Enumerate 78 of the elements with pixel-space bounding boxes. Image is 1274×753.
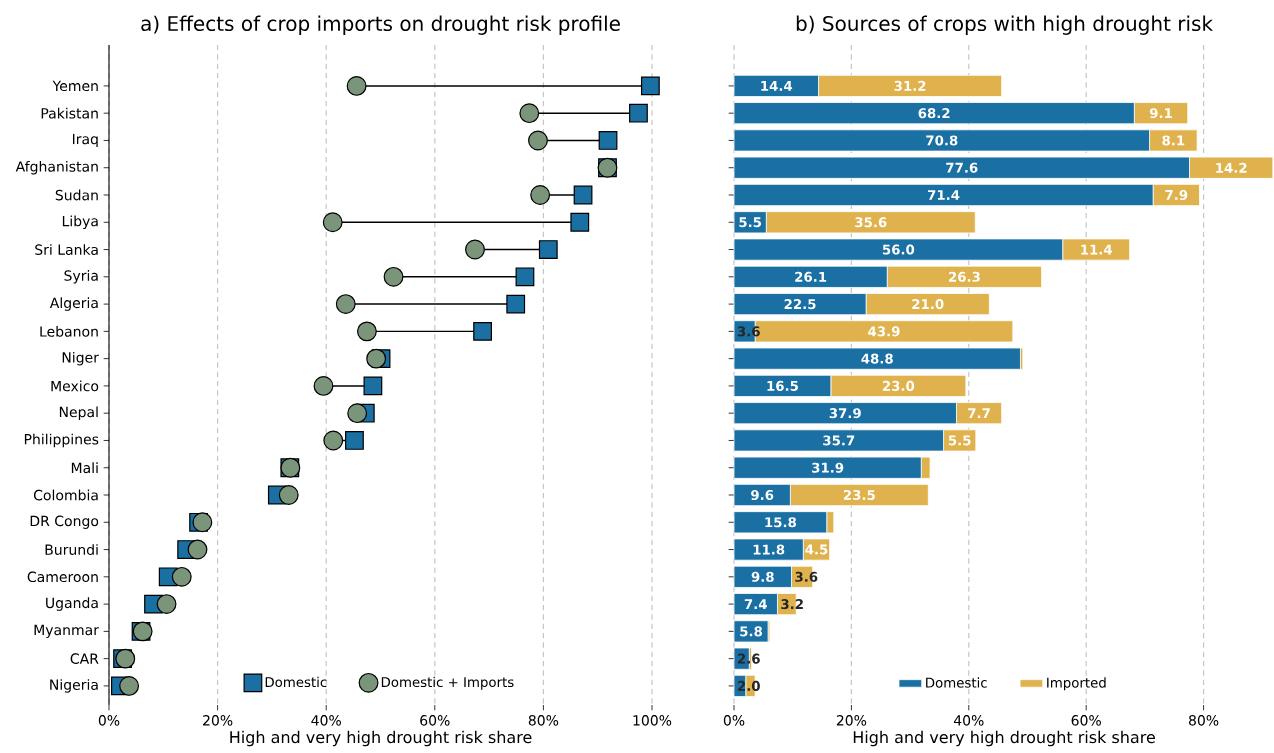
x-tick-label: 20% xyxy=(203,715,233,726)
y-tick-label: Burundi xyxy=(45,544,98,555)
data-label: 14.4 xyxy=(761,81,793,91)
y-tick-label: Nigeria xyxy=(50,679,98,693)
y-tick-label: Mali xyxy=(71,462,98,474)
y-tick-label: Algeria xyxy=(49,297,98,311)
x-axis-title: High and very high drought risk share xyxy=(230,730,532,747)
data-label: 31.2 xyxy=(894,80,926,91)
chart-title: b) Sources of crops with high drought risk xyxy=(796,15,1213,35)
data-label: 11.4 xyxy=(1081,244,1113,255)
x-tick-label: 0% xyxy=(98,715,120,726)
y-tick-label: Syria xyxy=(64,270,98,284)
y-tick-label: Afghanistan xyxy=(15,160,98,175)
data-label: 9.8 xyxy=(751,571,774,582)
y-tick-label: Nepal xyxy=(59,406,98,420)
x-tick-label: 40% xyxy=(953,715,984,726)
data-label: 56.0 xyxy=(882,244,915,255)
y-tick-label: Colombia xyxy=(33,489,98,501)
x-tick-label: 40% xyxy=(311,715,341,726)
data-label: 23.5 xyxy=(843,489,875,501)
data-label: 23.0 xyxy=(882,380,915,391)
data-label: 21.0 xyxy=(912,299,944,310)
data-label: 35.7 xyxy=(823,435,855,446)
data-label: 68.2 xyxy=(918,108,950,119)
chart-title: a) Effects of crop imports on drought risk profile xyxy=(141,15,620,35)
y-tick-label: Uganda xyxy=(46,597,98,611)
data-label: 8.1 xyxy=(1162,135,1185,146)
legend-label: Domestic xyxy=(926,677,987,688)
legend-label: Imported xyxy=(1047,677,1106,691)
y-tick-label: Myanmar xyxy=(34,624,99,638)
data-label: 43.9 xyxy=(868,326,900,337)
data-label: 5.5 xyxy=(948,435,971,446)
y-tick-label: CAR xyxy=(70,653,99,664)
data-label: 7.9 xyxy=(1165,189,1188,201)
y-tick-label: DR Congo xyxy=(30,515,99,529)
data-label: 26.1 xyxy=(795,271,827,282)
data-label: 71.4 xyxy=(928,190,960,200)
y-tick-label: Niger xyxy=(62,351,99,366)
data-label: 31.9 xyxy=(812,462,844,473)
data-label: 35.6 xyxy=(855,217,887,228)
x-tick-label: 80% xyxy=(528,715,559,726)
data-label: 11.8 xyxy=(753,544,785,555)
x-axis-title: High and very high drought risk share xyxy=(853,730,1155,747)
data-label: 77.6 xyxy=(946,162,978,173)
y-tick-label: Cameroon xyxy=(27,571,98,583)
x-tick-label: 60% xyxy=(420,715,450,726)
data-label: 9.6 xyxy=(751,489,774,501)
y-tick-label: Sudan xyxy=(55,189,98,201)
x-tick-label: 60% xyxy=(1071,715,1101,726)
data-label: 14.2 xyxy=(1216,162,1247,173)
data-label: 7.7 xyxy=(968,408,990,419)
data-label: 48.8 xyxy=(861,353,893,364)
data-label: 37.9 xyxy=(829,408,861,419)
legend-label: Domestic xyxy=(265,676,327,688)
y-tick-label: Pakistan xyxy=(41,107,98,119)
data-label: 22.5 xyxy=(784,299,816,310)
data-label: 2.6 xyxy=(737,653,760,664)
y-tick-label: Iraq xyxy=(72,133,98,148)
data-label: 5.5 xyxy=(739,217,762,228)
y-tick-label: Yemen xyxy=(52,80,98,92)
data-label: 4.5 xyxy=(805,544,828,555)
data-label: 16.5 xyxy=(767,380,798,391)
y-tick-label: Philippines xyxy=(24,433,99,448)
data-label: 70.8 xyxy=(926,135,958,146)
data-label: 26.3 xyxy=(948,271,980,282)
y-tick-label: Libya xyxy=(62,215,98,230)
data-label: 15.8 xyxy=(765,517,797,528)
y-tick-label: Sri Lanka xyxy=(35,244,98,255)
data-label: 7.4 xyxy=(744,599,767,609)
x-tick-label: 0% xyxy=(723,715,745,726)
x-tick-label: 100% xyxy=(633,715,672,726)
data-label: 5.8 xyxy=(740,626,763,637)
x-tick-label: 80% xyxy=(1188,715,1219,726)
y-tick-label: Lebanon xyxy=(40,325,98,337)
x-tick-label: 20% xyxy=(836,715,867,726)
data-label: 9.1 xyxy=(1149,108,1172,119)
y-tick-label: Mexico xyxy=(51,380,99,392)
legend-label: Domestic + Imports xyxy=(381,676,514,690)
